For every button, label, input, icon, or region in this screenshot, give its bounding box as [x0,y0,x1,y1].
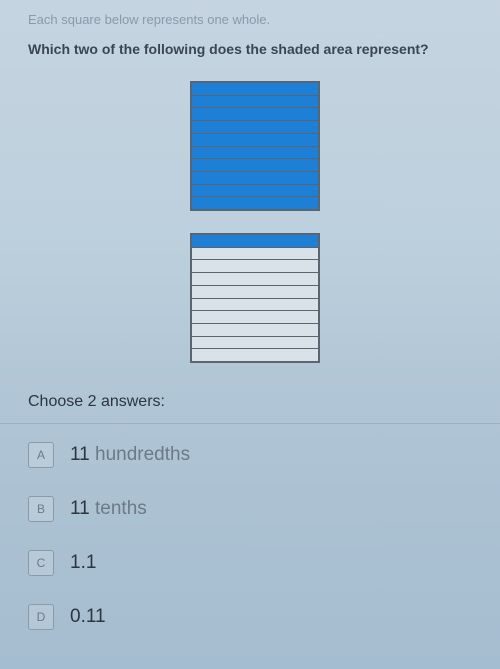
answers-list: A 11 hundredths B 11 tenths C 1.1 [28,424,482,630]
answer-number: 11 [70,498,90,519]
answer-text: 1.1 [70,552,96,574]
answer-number: 0.11 [70,606,106,627]
strip [192,134,318,147]
answer-checkbox[interactable]: C [28,550,54,576]
intro-text: Each square below represents one whole. [28,12,482,27]
answer-text: 11 tenths [70,498,147,520]
answer-checkbox[interactable]: D [28,604,54,630]
strip [192,121,318,134]
answer-option-b[interactable]: B 11 tenths [28,496,482,522]
answer-option-c[interactable]: C 1.1 [28,550,482,576]
square-1 [190,81,320,211]
strip [192,172,318,185]
answer-letter: A [37,448,45,462]
squares-container [28,81,482,363]
strip [192,324,318,337]
strip [192,273,318,286]
question-page: Each square below represents one whole. … [0,0,500,630]
strip [192,286,318,299]
strip [192,337,318,350]
answer-option-a[interactable]: A 11 hundredths [28,442,482,468]
choose-label: Choose 2 answers: [28,393,482,411]
strip [192,185,318,198]
answer-number: 1.1 [70,552,96,573]
answer-text: 0.11 [70,606,106,628]
answer-checkbox[interactable]: A [28,442,54,468]
strip [192,83,318,96]
strip [192,147,318,160]
answer-number: 11 [70,444,90,465]
square-2 [190,233,320,363]
answer-letter: B [37,502,45,516]
strip [192,159,318,172]
strip [192,311,318,324]
strip [192,96,318,109]
answer-letter: D [37,610,46,624]
strip [192,299,318,312]
strip [192,108,318,121]
strip [192,260,318,273]
question-text: Which two of the following does the shad… [28,41,482,57]
strip [192,197,318,209]
strip [192,235,318,248]
answer-unit: tenths [95,498,147,519]
answer-unit: hundredths [95,444,190,465]
strip [192,248,318,261]
answer-text: 11 hundredths [70,444,190,466]
answer-option-d[interactable]: D 0.11 [28,604,482,630]
answer-letter: C [37,556,46,570]
answer-checkbox[interactable]: B [28,496,54,522]
strip [192,349,318,361]
